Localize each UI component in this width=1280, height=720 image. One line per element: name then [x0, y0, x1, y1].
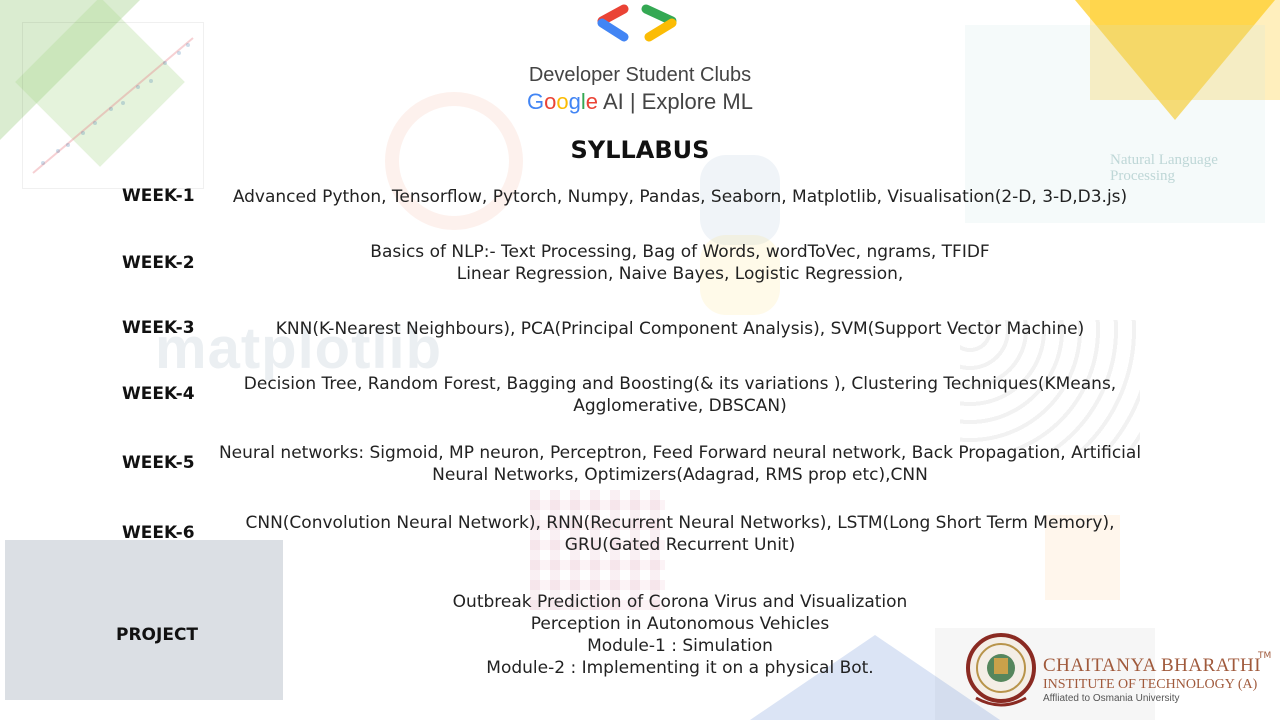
- decor-heatmap: [530, 490, 665, 610]
- week-label: WEEK-3: [122, 318, 195, 338]
- decor-tensorflow: [1045, 515, 1120, 600]
- page-title: SYLLABUS: [570, 136, 710, 164]
- decor-nlp-tree: [965, 25, 1265, 223]
- week-label: WEEK-5: [122, 453, 195, 473]
- dsc-title: Developer Student Clubs: [528, 64, 752, 86]
- decor-neural-net: [960, 320, 1140, 450]
- dsc-subtitle: Google AI | Explore ML: [527, 89, 753, 114]
- week-description: CNN(Convolution Neural Network), RNN(Rec…: [245, 513, 1115, 555]
- week-label: WEEK-6: [122, 523, 195, 543]
- decor-matplotlib-watermark: matplotlib: [155, 316, 443, 381]
- project-description: Outbreak Prediction of Corona Virus and …: [452, 592, 908, 678]
- week-label: WEEK-1: [122, 186, 195, 206]
- week-description: Advanced Python, Tensorflow, Pytorch, Nu…: [232, 187, 1128, 207]
- cbit-seal-icon: [966, 633, 1036, 707]
- institute-name: CHAITANYA BHARATHI: [1043, 655, 1262, 676]
- project-label: PROJECT: [116, 625, 199, 645]
- decor-python-yellow: [700, 235, 780, 315]
- week-description: Basics of NLP:- Text Processing, Bag of …: [370, 242, 990, 284]
- week-label: WEEK-2: [122, 253, 195, 273]
- week-description: KNN(K-Nearest Neighbours), PCA(Principal…: [275, 319, 1085, 339]
- decor-yellow-triangle: [1075, 0, 1275, 120]
- decor-python-blue: [700, 155, 780, 245]
- decor-green-triangle: [0, 0, 140, 140]
- week-description: Neural networks: Sigmoid, MP neuron, Per…: [218, 443, 1142, 485]
- decor-blue-triangle: [750, 635, 1000, 720]
- week-label: WEEK-4: [122, 384, 195, 404]
- decor-regression-plot: [22, 22, 204, 189]
- decor-dashboard: [5, 540, 283, 700]
- institute-affiliation: Affliated to Osmania University: [1043, 693, 1180, 704]
- decor-nlp-label: Natural Language Processing: [1110, 152, 1218, 184]
- trademark: TM: [1258, 651, 1272, 661]
- institute-subtitle: INSTITUTE OF TECHNOLOGY (A): [1043, 677, 1258, 692]
- week-description: Decision Tree, Random Forest, Bagging an…: [243, 374, 1117, 416]
- dsc-logo-icon: [597, 4, 677, 42]
